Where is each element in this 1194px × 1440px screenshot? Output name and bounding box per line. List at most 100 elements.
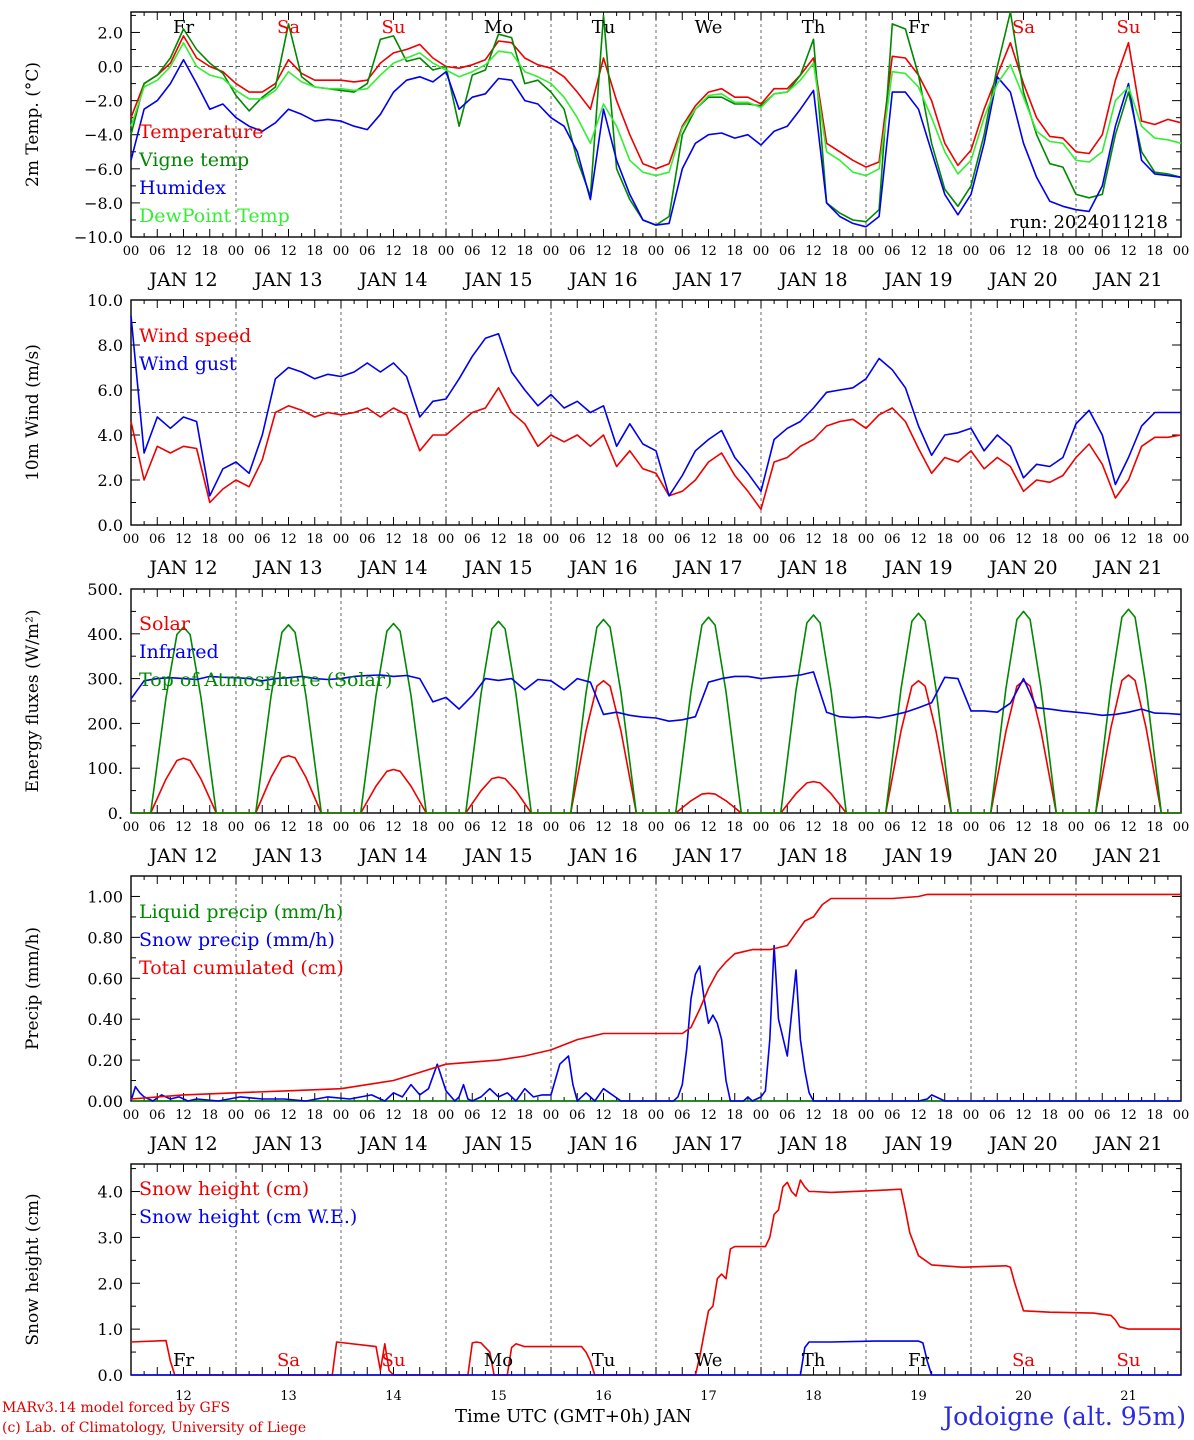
x-hour-label: 18 (936, 244, 953, 259)
y-tick-label: 400. (87, 625, 123, 644)
panel-4: 0.00 0.20 0.40 0.60 0.80 1.00 Precip (mm/h) Liq… (23, 875, 1189, 1155)
x-date-label: JAN 14 (357, 1133, 427, 1155)
x-hour-label: 06 (1094, 1108, 1111, 1123)
x-hour-label: 18 (1146, 820, 1163, 835)
x-hour-label: 12 (805, 1108, 822, 1123)
x-hour-label: 06 (149, 820, 166, 835)
x-hour-label: 12 (910, 244, 927, 259)
x-hour-label: 12 (805, 532, 822, 547)
x-hour-label: 00 (1173, 820, 1190, 835)
x-hour-label: 00 (1173, 244, 1190, 259)
x-hour-label: 00 (1068, 244, 1085, 259)
x-date-label: JAN 20 (987, 557, 1057, 579)
x-hour-label: 00 (333, 1108, 350, 1123)
plot-frame (130, 11, 1182, 238)
x-hour-label: 06 (779, 244, 796, 259)
x-hour-label: 00 (228, 1108, 245, 1123)
y-tick-label: 0.00 (87, 1092, 123, 1111)
x-hour-label: 12 (700, 1108, 717, 1123)
x-hour-label: 00 (228, 532, 245, 547)
x-hour-label: 18 (201, 1108, 218, 1123)
x-date-label: JAN 17 (672, 845, 742, 867)
x-hour-label: 18 (726, 532, 743, 547)
y-tick-label: 0.40 (87, 1010, 123, 1029)
x-date-label: JAN 21 (1092, 269, 1162, 291)
x-hour-label: 00 (963, 532, 980, 547)
x-hour-label: 12 (1120, 1108, 1137, 1123)
x-date-label: JAN 20 (987, 269, 1057, 291)
series-wind-gust (130, 315, 1181, 497)
x-hour-label: 06 (464, 244, 481, 259)
weekday-label: Sa (277, 1350, 300, 1371)
x-hour-label: 00 (123, 532, 140, 547)
weekday-label: Tu (592, 1350, 616, 1371)
x-hour-label: 00 (1068, 820, 1085, 835)
x-hour-label: 06 (359, 820, 376, 835)
x-hour-label: 12 (805, 820, 822, 835)
x-hour-label: 18 (201, 244, 218, 259)
x-hour-label: 06 (254, 1108, 271, 1123)
x-hour-label: 00 (543, 244, 560, 259)
x-date-label: JAN 15 (462, 1133, 532, 1155)
y-tick-label: −8.0 (84, 194, 123, 213)
x-hour-label: 12 (1120, 532, 1137, 547)
legend-entry: Solar (139, 613, 191, 635)
weekday-label: Sa (1012, 17, 1035, 38)
x-hour-label: 12 (1015, 244, 1032, 259)
x-hour-label: 12 (910, 532, 927, 547)
x-day-label: 12 (175, 1389, 192, 1404)
x-hour-label: 00 (333, 244, 350, 259)
x-hour-label: 18 (936, 820, 953, 835)
x-date-label: JAN 16 (567, 557, 637, 579)
y-tick-label: −2.0 (84, 92, 123, 111)
x-hour-label: 00 (963, 820, 980, 835)
legend-entry: Wind gust (139, 353, 237, 375)
footer-model-credit: MARv3.14 model forced by GFS (2, 1400, 231, 1416)
x-hour-label: 12 (910, 1108, 927, 1123)
x-hour-label: 00 (648, 532, 665, 547)
panel-5: 0.0 1.0 2.0 3.0 4.0 Snow height (cm) Snow heig… (23, 1163, 1182, 1404)
y-tick-label: 300. (87, 670, 123, 689)
x-date-label: JAN 14 (357, 845, 427, 867)
x-hour-label: 18 (306, 1108, 323, 1123)
x-date-label: JAN 21 (1092, 1133, 1162, 1155)
x-hour-label: 06 (674, 1108, 691, 1123)
x-hour-label: 18 (831, 244, 848, 259)
y-tick-label: 0.0 (98, 58, 123, 77)
x-hour-label: 18 (516, 532, 533, 547)
x-hour-label: 12 (595, 1108, 612, 1123)
x-hour-label: 06 (989, 820, 1006, 835)
x-hour-label: 00 (228, 244, 245, 259)
x-hour-label: 06 (464, 532, 481, 547)
x-hour-label: 18 (1146, 532, 1163, 547)
x-hour-label: 18 (516, 820, 533, 835)
x-hour-label: 18 (411, 244, 428, 259)
legend-entry: Top of Atmosphere (Solar) (139, 669, 392, 691)
y-tick-label: 6.0 (98, 381, 123, 400)
weekday-label: Sa (1012, 1350, 1035, 1371)
y-tick-label: 2.0 (98, 23, 123, 42)
x-day-label: 21 (1120, 1389, 1137, 1404)
x-hour-label: 00 (648, 1108, 665, 1123)
series-snow-precip-mm-h (130, 944, 1181, 1102)
x-hour-label: 00 (753, 244, 770, 259)
weekday-label: Mo (484, 1350, 513, 1371)
x-hour-label: 06 (359, 532, 376, 547)
x-hour-label: 12 (1015, 820, 1032, 835)
x-hour-label: 06 (569, 820, 586, 835)
y-tick-label: 1.00 (87, 887, 123, 906)
y-tick-label: 0.20 (87, 1051, 123, 1070)
x-date-label: JAN 17 (672, 269, 742, 291)
x-hour-label: 06 (254, 244, 271, 259)
x-hour-label: 06 (884, 532, 901, 547)
series-top-of-atmosphere-solar (131, 608, 1181, 814)
x-hour-label: 00 (123, 1108, 140, 1123)
y-tick-label: 8.0 (98, 336, 123, 355)
x-day-label: 17 (700, 1389, 717, 1404)
x-hour-label: 12 (280, 820, 297, 835)
x-hour-label: 00 (438, 1108, 455, 1123)
x-day-label: 20 (1015, 1389, 1032, 1404)
x-date-label: JAN 19 (882, 269, 952, 291)
x-hour-label: 06 (779, 1108, 796, 1123)
y-tick-label: −4.0 (84, 126, 123, 145)
